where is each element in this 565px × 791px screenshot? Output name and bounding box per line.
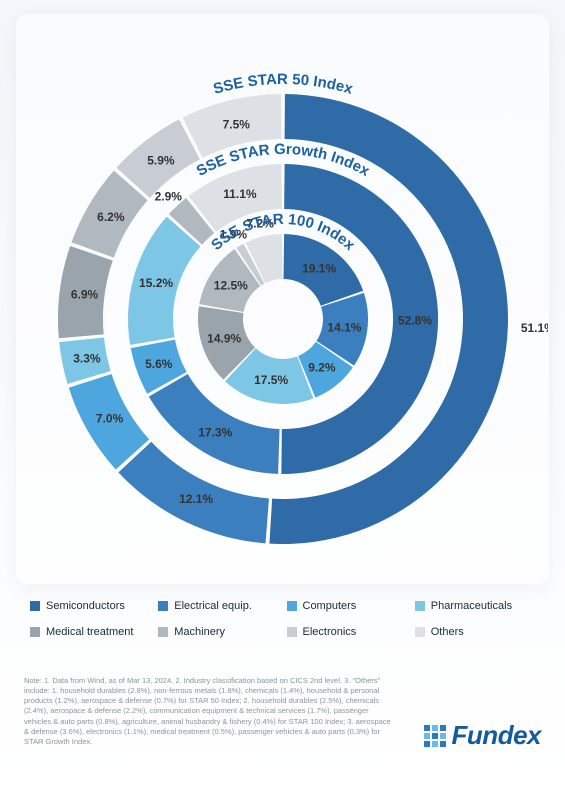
legend-swatch-icon xyxy=(30,601,40,611)
slice-label: 7.0% xyxy=(95,412,123,426)
slice-label: 15.2% xyxy=(139,276,173,290)
legend-item-electronics: Electronics xyxy=(287,626,407,638)
chart-legend: Semiconductors Electrical equip. Computers… xyxy=(30,600,535,638)
legend-item-computers: Computers xyxy=(287,600,407,612)
legend-item-others: Others xyxy=(415,626,535,638)
slice-semiconductors xyxy=(269,94,508,544)
legend-swatch-icon xyxy=(287,627,297,637)
legend-swatch-icon xyxy=(30,627,40,637)
fundex-logo: Fundex xyxy=(424,720,541,751)
legend-swatch-icon xyxy=(158,601,168,611)
slice-label: 6.9% xyxy=(70,288,98,302)
slice-label: 14.1% xyxy=(327,320,361,334)
logo-mark-icon xyxy=(424,725,446,747)
legend-swatch-icon xyxy=(158,627,168,637)
legend-label: Semiconductors xyxy=(46,600,125,612)
legend-label: Machinery xyxy=(174,626,225,638)
slice-label: 17.5% xyxy=(254,373,288,387)
slice-label: 11.1% xyxy=(223,187,257,201)
footnotes: Note: 1. Data from Wind, as of Mar 13, 2… xyxy=(24,676,395,747)
legend-swatch-icon xyxy=(415,601,425,611)
legend-label: Pharmaceuticals xyxy=(431,600,512,612)
legend-item-electrical: Electrical equip. xyxy=(158,600,278,612)
slice-label: 3.3% xyxy=(73,351,101,365)
legend-item-semiconductors: Semiconductors xyxy=(30,600,150,612)
legend-swatch-icon xyxy=(287,601,297,611)
legend-label: Medical treatment xyxy=(46,626,133,638)
legend-label: Electronics xyxy=(303,626,357,638)
legend-label: Electrical equip. xyxy=(174,600,252,612)
ring-title: SSE STAR 50 Index xyxy=(211,71,355,98)
legend-item-machinery: Machinery xyxy=(158,626,278,638)
slice-label: 6.2% xyxy=(97,210,125,224)
slice-label: 9.2% xyxy=(308,360,336,374)
slice-label: 12.5% xyxy=(213,279,247,293)
legend-item-medical: Medical treatment xyxy=(30,626,150,638)
slice-label: 51.1% xyxy=(520,321,547,335)
slice-label: 12.1% xyxy=(179,492,213,506)
chart-card: 51.1% 12.1% 7.0% 3.3% 6.9% 6.2% 5.9% 7.5% SSE ST… xyxy=(16,14,549,584)
slice-label: 5.9% xyxy=(147,154,175,168)
nested-donut-chart: 51.1% 12.1% 7.0% 3.3% 6.9% 6.2% 5.9% 7.5% SSE ST… xyxy=(18,24,548,609)
legend-swatch-icon xyxy=(415,627,425,637)
legend-label: Others xyxy=(431,626,464,638)
legend-item-pharma: Pharmaceuticals xyxy=(415,600,535,612)
slice-label: 19.1% xyxy=(302,262,336,276)
slice-label: 14.9% xyxy=(207,332,241,346)
slice-label: 2.9% xyxy=(154,189,182,203)
slice-label: 17.3% xyxy=(198,425,232,439)
legend-label: Computers xyxy=(303,600,357,612)
logo-text: Fundex xyxy=(452,720,541,751)
slice-label: 7.5% xyxy=(222,118,250,132)
slice-label: 5.6% xyxy=(145,357,173,371)
slice-label: 52.8% xyxy=(397,313,431,327)
